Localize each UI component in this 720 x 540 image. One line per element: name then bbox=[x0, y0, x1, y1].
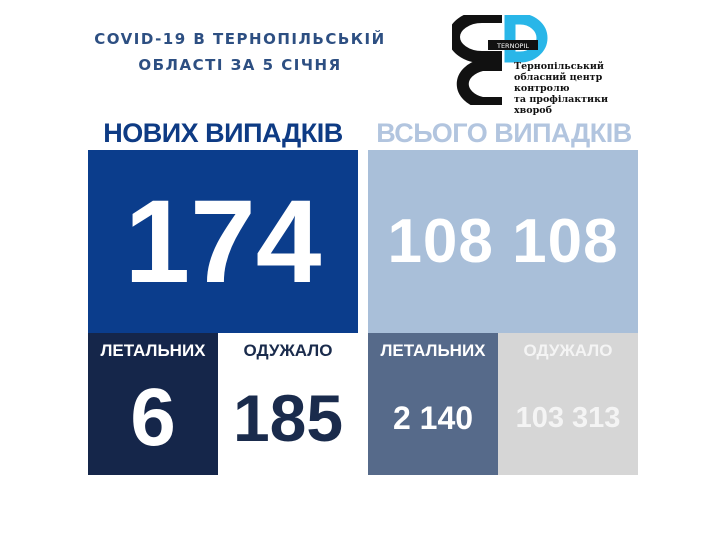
logo-mark-icon: TERNOPIL bbox=[448, 11, 548, 109]
total-recovered-value: 103 313 bbox=[515, 401, 621, 434]
new-deaths-value: 6 bbox=[130, 372, 176, 463]
new-cases-header: НОВИХ ВИПАДКІВ bbox=[103, 118, 343, 148]
total-recovered-label: ОДУЖАЛО bbox=[523, 341, 613, 360]
logo-line: та профілактики bbox=[514, 94, 609, 105]
new-deaths-card: ЛЕТАЛЬНИХ 6 bbox=[88, 333, 218, 475]
logo-text: Тернопільський обласний центр контролю т… bbox=[514, 61, 652, 116]
svg-text:TERNOPIL: TERNOPIL bbox=[496, 42, 529, 50]
title-line-1: COVID-19 В ТЕРНОПІЛЬСЬКІЙ bbox=[94, 30, 386, 48]
total-deaths-card: ЛЕТАЛЬНИХ 2 140 bbox=[368, 333, 498, 475]
logo-line: Тернопільський bbox=[514, 61, 604, 72]
total-deaths-label: ЛЕТАЛЬНИХ bbox=[380, 341, 486, 360]
total-recovered-card: ОДУЖАЛО 103 313 bbox=[498, 333, 638, 475]
new-recovered-label: ОДУЖАЛО bbox=[243, 341, 333, 360]
infographic-title: COVID-19 В ТЕРНОПІЛЬСЬКІЙ ОБЛАСТІ ЗА 5 С… bbox=[80, 26, 400, 78]
cdc-logo: TERNOPIL Тернопільський обласний центр к… bbox=[448, 11, 652, 116]
total-cases-value: 108 108 bbox=[368, 150, 638, 333]
new-recovered-card: ОДУЖАЛО 185 bbox=[218, 333, 358, 475]
logo-line: обласний центр контролю bbox=[514, 72, 603, 94]
total-cases-header: ВСЬОГО ВИПАДКІВ bbox=[376, 118, 632, 148]
total-deaths-value: 2 140 bbox=[392, 399, 474, 436]
new-cases-value: 174 bbox=[88, 150, 358, 333]
title-line-2: ОБЛАСТІ ЗА 5 СІЧНЯ bbox=[138, 56, 342, 74]
logo-line: хвороб bbox=[514, 105, 552, 116]
new-recovered-value: 185 bbox=[232, 381, 344, 455]
new-deaths-label: ЛЕТАЛЬНИХ bbox=[100, 341, 206, 360]
